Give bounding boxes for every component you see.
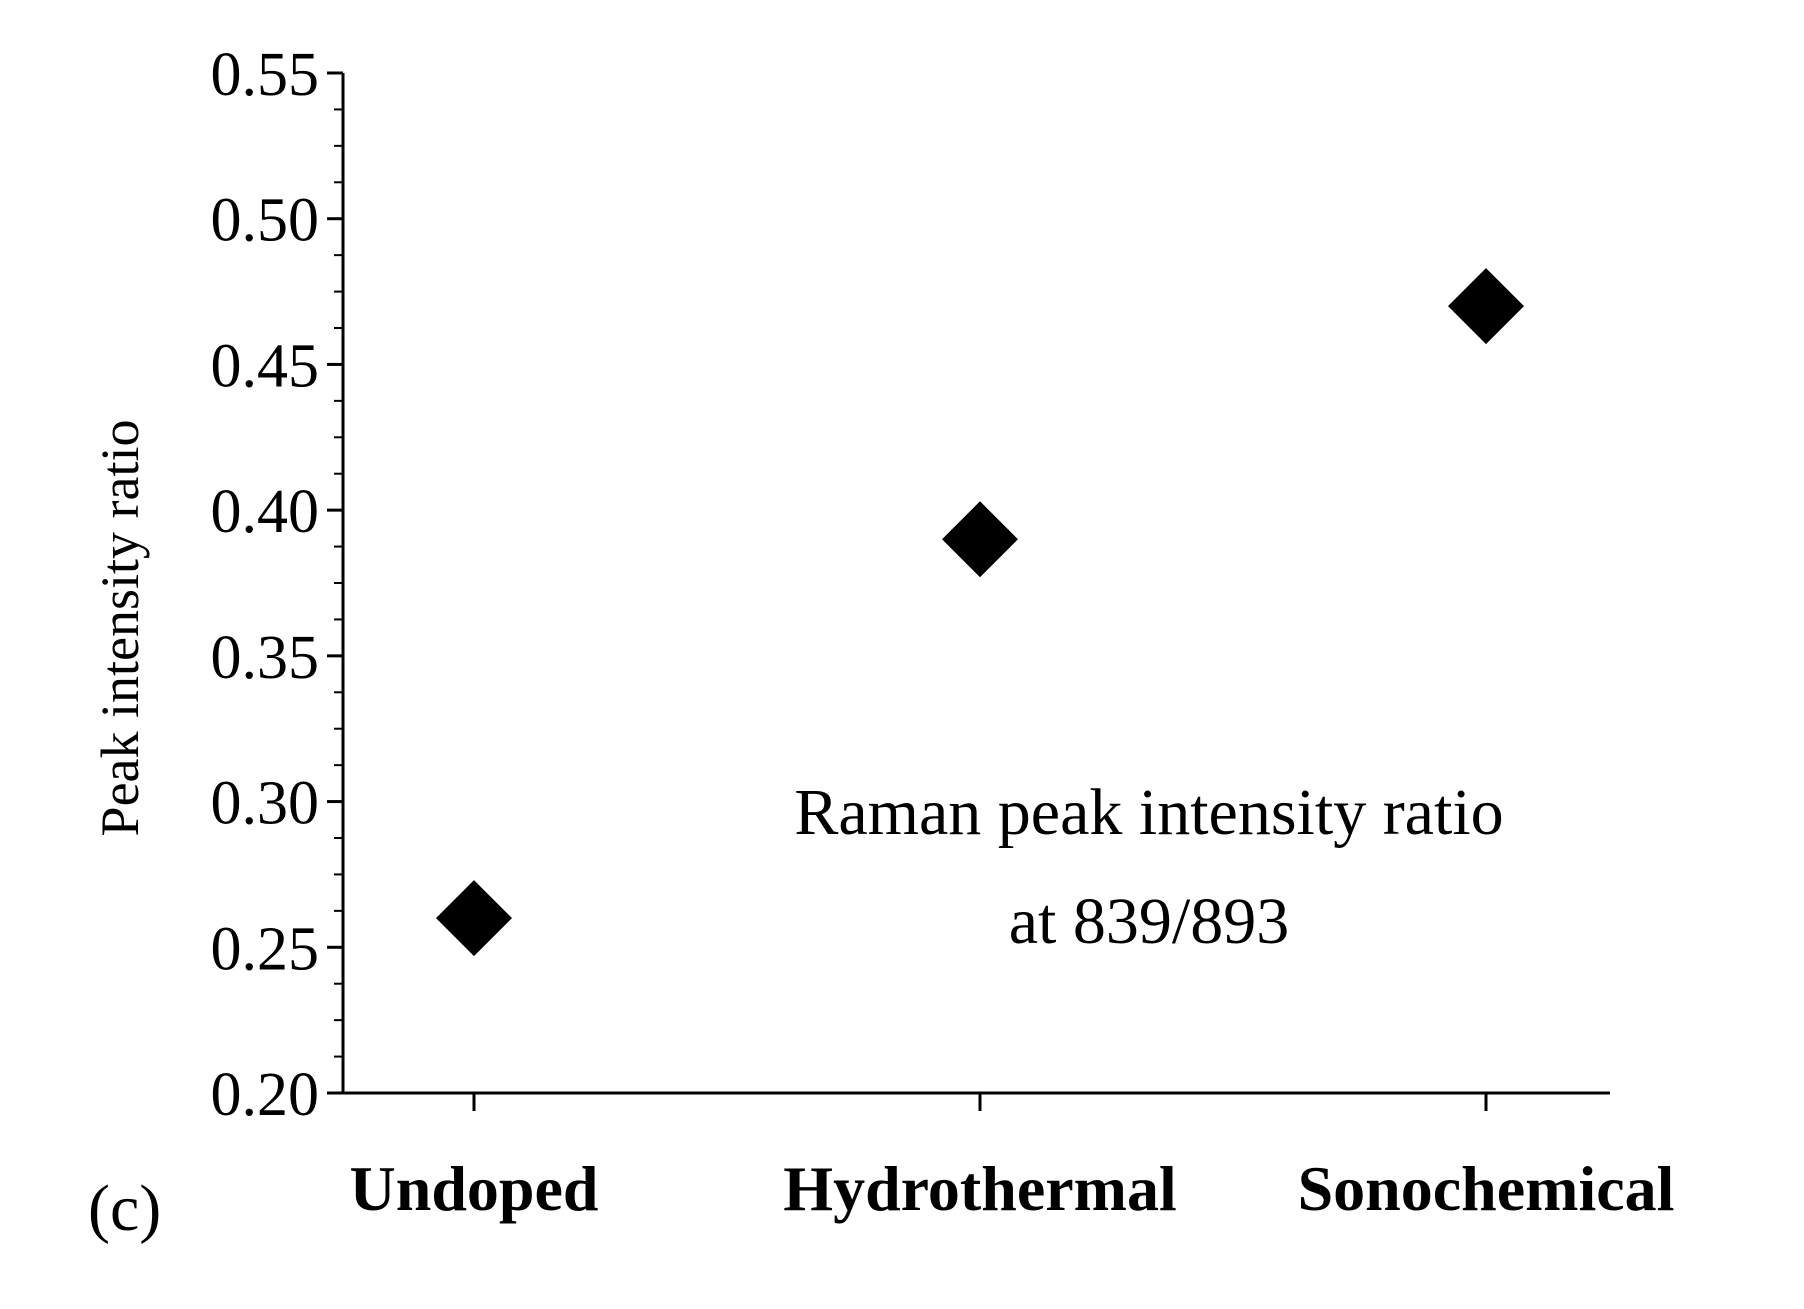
y-tick-label: 0.35 xyxy=(211,624,320,692)
x-tick-label: Undoped xyxy=(350,1153,599,1224)
y-tick-label: 0.25 xyxy=(211,915,320,983)
y-tick-label: 0.40 xyxy=(211,478,320,546)
panel-label: (c) xyxy=(88,1172,161,1245)
y-tick-label: 0.55 xyxy=(211,41,320,109)
y-tick-label: 0.20 xyxy=(211,1061,320,1129)
data-point-diamond xyxy=(942,501,1018,578)
marks-layer xyxy=(436,268,1524,957)
x-tick-label: Hydrothermal xyxy=(783,1153,1176,1224)
y-axis-title: Peak intensity ratio xyxy=(90,420,150,837)
annotation-line-1: Raman peak intensity ratio xyxy=(794,776,1503,849)
axes-layer xyxy=(341,73,1610,1095)
ticks-layer: 0.20 0.25 0.30 0.35 0.40 0.45 0.50 0.55 Undoped H… xyxy=(211,41,1675,1224)
y-tick-label: 0.30 xyxy=(211,770,320,838)
x-tick-label: Sonochemical xyxy=(1298,1153,1675,1224)
data-point-diamond xyxy=(1448,268,1524,345)
data-point-diamond xyxy=(436,880,512,957)
y-tick-label: 0.50 xyxy=(211,187,320,255)
y-tick-label: 0.45 xyxy=(211,332,320,400)
annotation-line-2: at 839/893 xyxy=(1009,885,1289,958)
